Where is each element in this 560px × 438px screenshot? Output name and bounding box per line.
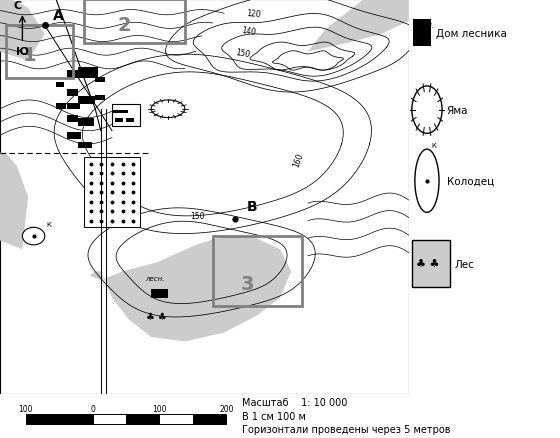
- Text: 150: 150: [235, 48, 251, 59]
- Bar: [67, 71, 81, 79]
- Text: Лес: Лес: [454, 259, 474, 269]
- Polygon shape: [0, 153, 28, 250]
- Bar: [6, 26, 73, 79]
- Ellipse shape: [151, 101, 185, 118]
- Bar: [160, 414, 193, 424]
- Circle shape: [22, 228, 45, 245]
- Bar: [413, 20, 431, 47]
- Bar: [126, 118, 134, 123]
- Text: К: К: [46, 222, 51, 228]
- Bar: [26, 414, 92, 424]
- Text: 0: 0: [90, 404, 95, 413]
- Bar: [126, 414, 160, 424]
- Polygon shape: [308, 0, 409, 53]
- Text: С: С: [14, 1, 22, 11]
- Bar: [92, 414, 126, 424]
- Bar: [78, 68, 98, 79]
- Text: В 1 см 100 м: В 1 см 100 м: [242, 411, 306, 421]
- Text: Дом лесника: Дом лесника: [436, 28, 507, 39]
- Bar: [84, 158, 140, 228]
- Text: Яма: Яма: [447, 106, 468, 115]
- Text: 150: 150: [190, 212, 205, 221]
- Bar: [213, 237, 302, 307]
- Ellipse shape: [412, 87, 442, 134]
- Text: К: К: [431, 143, 436, 149]
- Text: лесн.: лесн.: [146, 276, 165, 281]
- Bar: [67, 103, 80, 110]
- Bar: [78, 119, 94, 127]
- Bar: [67, 116, 78, 123]
- Bar: [56, 83, 64, 88]
- Text: 2: 2: [118, 16, 131, 35]
- Bar: [78, 142, 92, 149]
- Text: Масштаб    1: 10 000: Масштаб 1: 10 000: [242, 397, 347, 407]
- Polygon shape: [90, 237, 291, 342]
- Bar: [95, 95, 105, 101]
- Text: Ю: Ю: [16, 47, 29, 57]
- Bar: [115, 118, 123, 123]
- Text: лесн.: лесн.: [413, 21, 435, 30]
- Text: А: А: [53, 9, 64, 23]
- Bar: [56, 104, 66, 110]
- Text: 160: 160: [291, 152, 305, 169]
- Bar: [151, 289, 168, 298]
- Bar: [67, 132, 81, 140]
- Bar: [67, 90, 78, 96]
- Text: Колодец: Колодец: [447, 177, 494, 186]
- Bar: [193, 414, 226, 424]
- Bar: [412, 240, 450, 288]
- Text: 200: 200: [219, 404, 234, 413]
- Circle shape: [415, 150, 439, 213]
- Bar: [78, 96, 95, 105]
- Polygon shape: [0, 0, 45, 61]
- Text: 140: 140: [241, 26, 256, 37]
- Bar: [95, 78, 105, 83]
- Bar: [112, 105, 140, 127]
- Bar: [84, 0, 185, 44]
- Text: Горизонтали проведены через 5 метров: Горизонтали проведены через 5 метров: [242, 424, 450, 434]
- Text: ♣ ♣: ♣ ♣: [417, 259, 440, 269]
- Text: 3: 3: [241, 274, 254, 293]
- Text: ♣ ♣: ♣ ♣: [146, 312, 166, 322]
- Text: 100: 100: [152, 404, 167, 413]
- Text: В: В: [246, 199, 257, 213]
- Text: 100: 100: [18, 404, 33, 413]
- Text: 1: 1: [22, 46, 36, 65]
- Text: 120: 120: [246, 9, 262, 20]
- Bar: [112, 110, 128, 114]
